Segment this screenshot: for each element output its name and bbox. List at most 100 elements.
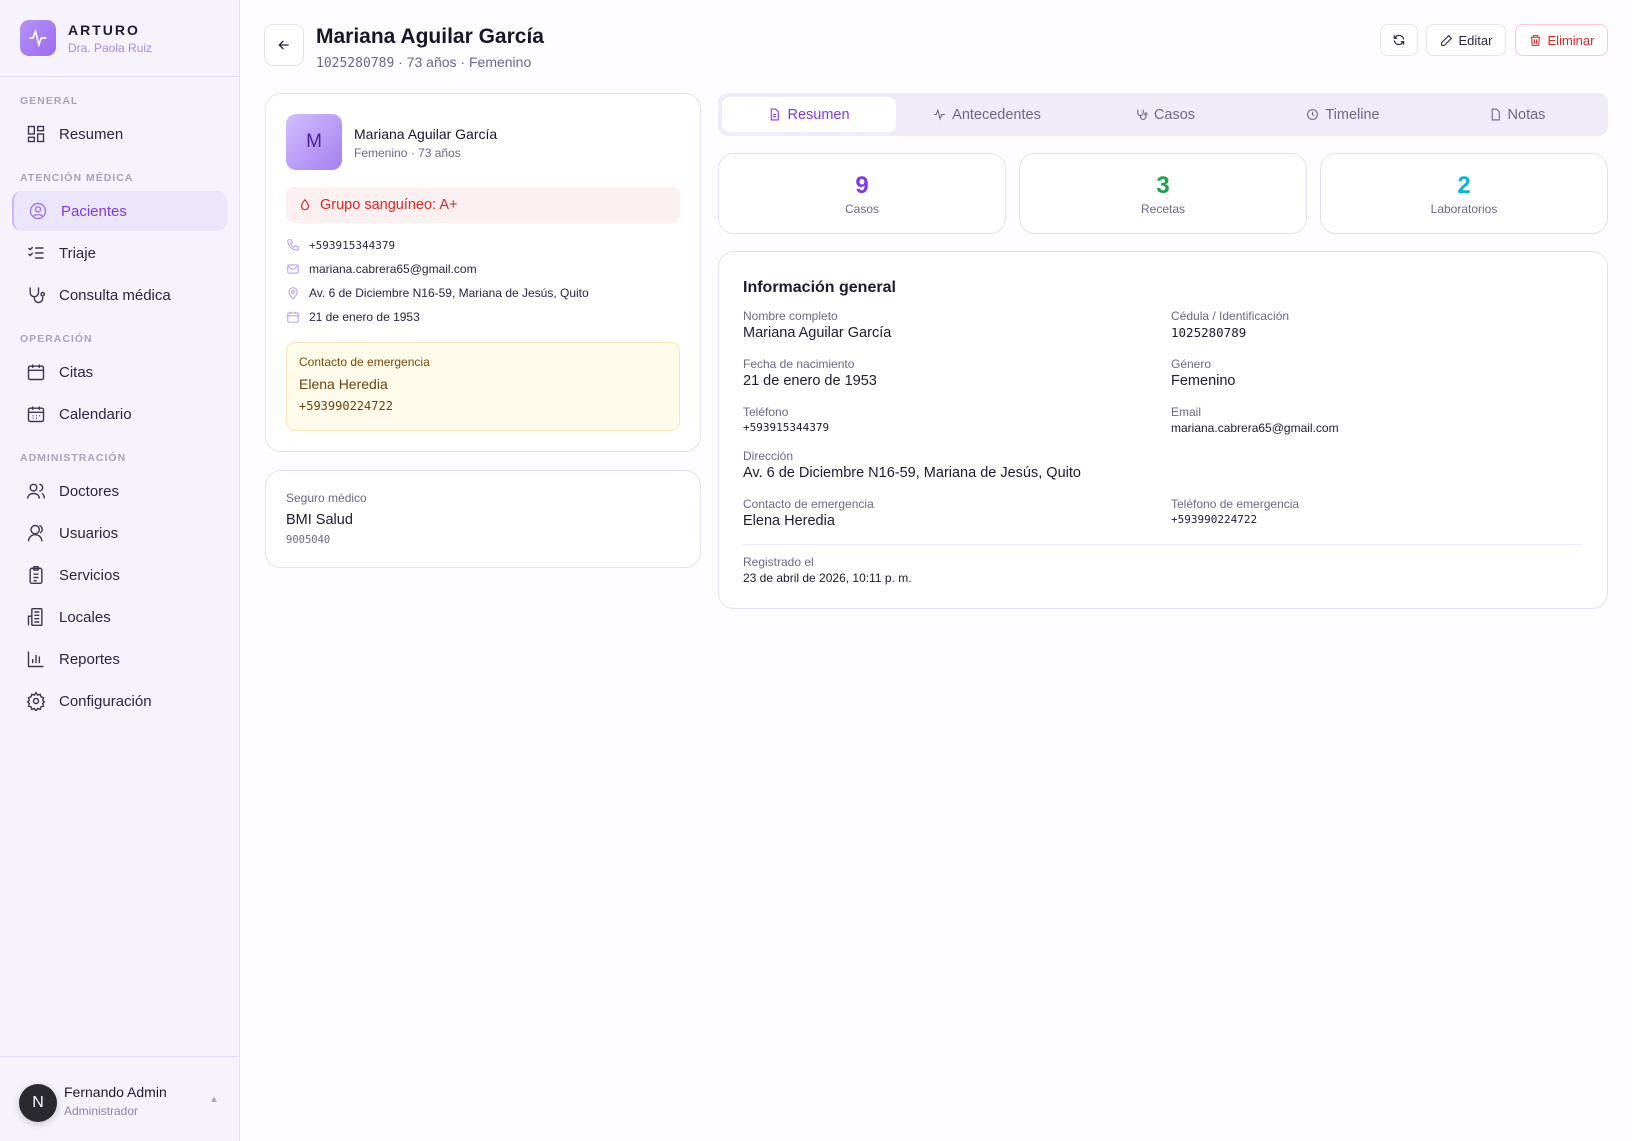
brand-name: ARTURO (68, 21, 140, 38)
stat-value: 9 (855, 172, 869, 199)
caret-up-icon[interactable]: ▲ (209, 1094, 219, 1105)
brand: ARTURO Dra. Paola Ruiz (20, 20, 152, 56)
email-value: mariana.cabrera65@gmail.com (309, 262, 477, 276)
field-telefono-emergencia: Teléfono de emergencia +593990224722 (1171, 497, 1299, 526)
stat-label: Laboratorios (1430, 202, 1498, 216)
blood-type-badge: Grupo sanguíneo: A+ (286, 187, 680, 223)
section-general: GENERAL (20, 95, 79, 107)
sidebar-item-label: Locales (59, 608, 111, 626)
sidebar-item-resumen[interactable]: Resumen (12, 114, 227, 154)
section-title: Información general (743, 279, 896, 296)
sidebar-item-citas[interactable]: Citas (12, 352, 227, 392)
back-button[interactable] (264, 24, 304, 66)
patient-id: 1025280789 (316, 56, 395, 71)
tab-label: Timeline (1325, 106, 1380, 123)
insurance-title: Seguro médico (286, 491, 367, 505)
stat-label: Recetas (1140, 202, 1186, 216)
divider (743, 544, 1583, 545)
sidebar-item-configuracion[interactable]: Configuración (12, 681, 227, 721)
insurance-name: BMI Salud (286, 512, 353, 528)
stethoscope-icon (29, 287, 46, 304)
patient-card: M Mariana Aguilar García Femenino · 73 a… (265, 93, 701, 452)
tab-resumen[interactable]: Resumen (722, 97, 896, 132)
stat-label: Casos (844, 202, 879, 216)
stat-casos: 9 Casos (718, 153, 1006, 234)
checklist-icon (27, 246, 44, 259)
trash-icon (1530, 34, 1540, 46)
insurance-number: 9005040 (286, 534, 331, 546)
sidebar-item-doctores[interactable]: Doctores (12, 471, 227, 511)
sidebar-item-consulta[interactable]: Consulta médica (12, 275, 227, 315)
sidebar: ARTURO Dra. Paola Ruiz GENERAL ATENCIÓN M… (0, 0, 240, 1141)
contact-birth: 21 de enero de 1953 (286, 310, 420, 324)
contact-address: Av. 6 de Diciembre N16-59, Mariana de Je… (286, 286, 589, 300)
sidebar-item-calendario[interactable]: Calendario (12, 394, 227, 434)
tab-antecedentes[interactable]: Antecedentes (900, 97, 1074, 132)
calendar-icon (27, 364, 45, 381)
stethoscope-icon (1137, 109, 1148, 120)
map-pin-icon (288, 287, 298, 300)
phone-value: +593915344379 (309, 238, 396, 252)
section-administracion: ADMINISTRACIÓN (20, 452, 127, 464)
emergency-title: Contacto de emergencia (299, 355, 430, 369)
avatar: N (19, 1084, 57, 1122)
stat-value: 2 (1457, 172, 1471, 199)
users-icon (26, 483, 46, 499)
field-label: Registrado el (743, 555, 814, 569)
sidebar-item-reportes[interactable]: Reportes (12, 639, 227, 679)
sidebar-item-label: Doctores (59, 482, 120, 500)
pencil-icon (1440, 34, 1452, 46)
patient-meta: Femenino · 73 años (354, 146, 461, 160)
patient-name: Mariana Aguilar García (354, 126, 498, 142)
sidebar-item-usuarios[interactable]: Usuarios (12, 513, 227, 553)
tab-label: Resumen (787, 106, 850, 123)
field-label: Género (1171, 357, 1212, 371)
field-value: mariana.cabrera65@gmail.com (1171, 421, 1339, 435)
sidebar-item-label: Pacientes (61, 202, 127, 220)
edit-button[interactable]: Editar (1426, 24, 1506, 56)
field-label: Cédula / Identificación (1171, 309, 1290, 323)
field-telefono: Teléfono +593915344379 (743, 405, 829, 434)
sidebar-item-label: Citas (59, 363, 94, 381)
field-registrado: Registrado el 23 de abril de 2026, 10:11 … (743, 555, 912, 585)
emergency-phone: +593990224722 (299, 399, 393, 413)
sidebar-item-servicios[interactable]: Servicios (12, 555, 227, 595)
user-circle-icon (29, 202, 47, 220)
sidebar-item-label: Consulta médica (59, 286, 171, 304)
sidebar-item-triaje[interactable]: Triaje (12, 233, 227, 273)
field-value: Femenino (1171, 373, 1236, 389)
tab-notas[interactable]: Notas (1430, 97, 1604, 132)
gear-icon (26, 691, 46, 711)
general-info-card: Información general Nombre completo Maria… (718, 251, 1608, 609)
bar-chart-icon (27, 651, 44, 668)
sidebar-item-label: Calendario (59, 405, 132, 423)
arrow-left-icon (278, 40, 289, 50)
building-icon (27, 607, 43, 627)
field-direccion: Dirección Av. 6 de Diciembre N16-59, Mari… (743, 449, 1081, 481)
grid-icon (27, 125, 45, 143)
user-icon (27, 524, 43, 542)
stat-value: 3 (1156, 172, 1170, 199)
sidebar-item-label: Configuración (59, 692, 152, 710)
brand-subtitle: Dra. Paola Ruiz (68, 40, 153, 55)
sidebar-item-label: Reportes (59, 650, 120, 668)
section-atencion: ATENCIÓN MÉDICA (20, 172, 134, 184)
page-title: Mariana Aguilar García (316, 25, 544, 48)
field-value: Av. 6 de Diciembre N16-59, Mariana de Je… (743, 465, 1081, 481)
delete-button[interactable]: Eliminar (1515, 24, 1608, 56)
sidebar-item-pacientes[interactable]: Pacientes (12, 191, 227, 231)
patient-meta: · 73 años · Femenino (394, 54, 532, 70)
field-label: Email (1171, 405, 1202, 419)
field-label: Nombre completo (743, 309, 838, 323)
user-role: Administrador (64, 1104, 139, 1118)
field-value: +593915344379 (743, 421, 830, 434)
sidebar-item-locales[interactable]: Locales (12, 597, 227, 637)
insurance-card: Seguro médico BMI Salud 9005040 (265, 470, 701, 568)
tab-casos[interactable]: Casos (1078, 97, 1252, 132)
user-menu[interactable]: N Fernando Admin Administrador ▲ (0, 1056, 240, 1141)
clock-icon (1307, 109, 1319, 120)
refresh-button[interactable] (1380, 24, 1418, 56)
calendar-days-icon (27, 406, 45, 423)
tab-timeline[interactable]: Timeline (1256, 97, 1430, 132)
delete-label: Eliminar (1547, 32, 1595, 48)
